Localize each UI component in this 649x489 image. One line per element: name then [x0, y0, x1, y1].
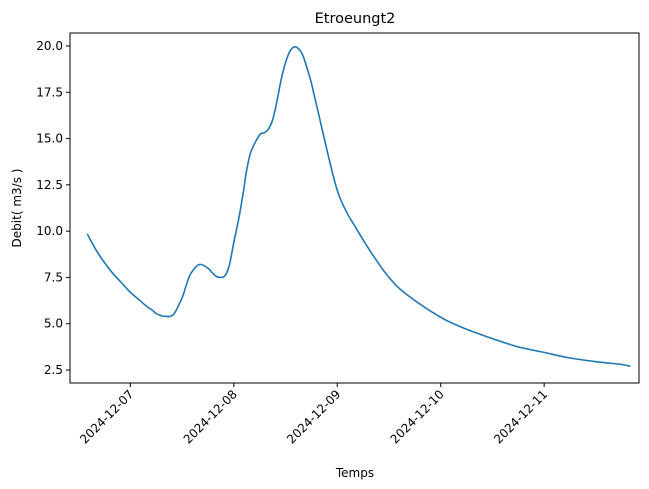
y-tick-label: 5.0: [44, 317, 63, 331]
x-tick-label: 2024-12-10: [388, 387, 447, 446]
y-tick-label: 10.0: [36, 224, 63, 238]
series-line-debit: [86, 45, 631, 368]
y-tick-label: 12.5: [36, 178, 63, 192]
x-axis: 2024-12-07 2024-12-08 2024-12-09 2024-12-10…: [77, 383, 550, 446]
x-tick-label: 2024-12-11: [491, 387, 550, 446]
y-tick-label: 17.5: [36, 85, 63, 99]
y-axis-label: Debit( m3/s ): [10, 169, 24, 248]
x-tick-label: 2024-12-09: [284, 387, 343, 446]
x-tick-label: 2024-12-07: [77, 387, 136, 446]
plot-area-frame: [69, 32, 640, 384]
chart-title: Etroeungt2: [315, 11, 396, 27]
y-tick-label: 20.0: [36, 39, 63, 53]
y-tick-label: 2.5: [44, 363, 63, 377]
y-tick-label: 7.5: [44, 270, 63, 284]
y-axis: 2.5 5.0 7.5 10.0 12.5 15.0 17.5 20.0: [36, 39, 70, 377]
y-tick-label: 15.0: [36, 132, 63, 146]
x-axis-label: Temps: [335, 466, 374, 480]
x-tick-label: 2024-12-08: [181, 387, 240, 446]
